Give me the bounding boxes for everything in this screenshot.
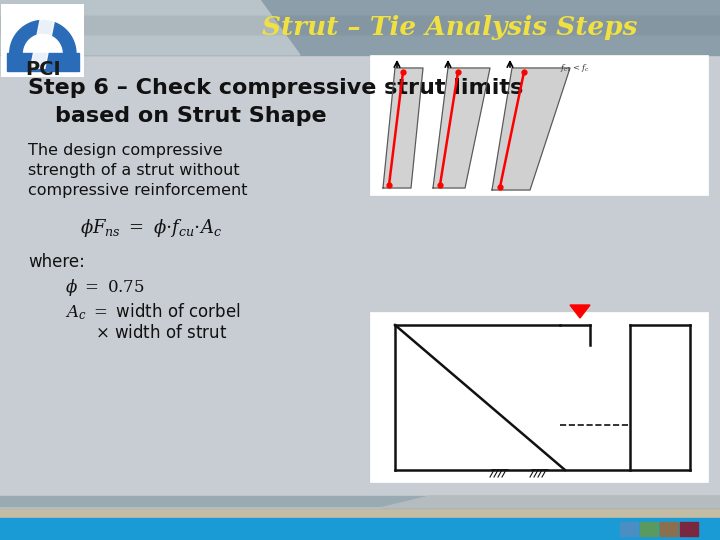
Bar (620, 522, 638, 536)
Bar (0, 24, 720, 25)
Polygon shape (0, 496, 720, 508)
Bar (660, 522, 678, 536)
Bar (6, 53, 79, 71)
Bar (0, 21, 720, 22)
Bar (0, 34, 720, 35)
Text: $\phi F_{ns}\ =\ \phi{\cdot}f_{cu}{\cdot}A_c$: $\phi F_{ns}\ =\ \phi{\cdot}f_{cu}{\cdot… (80, 217, 222, 239)
Bar (370, 312, 708, 482)
Bar (0, 26, 720, 27)
Bar (0, 22, 720, 23)
Bar (0, 508, 720, 518)
Bar (680, 522, 698, 536)
Polygon shape (30, 16, 55, 69)
Bar (0, 28, 720, 29)
Text: $\phi\ =\ 0.75$: $\phi\ =\ 0.75$ (65, 276, 145, 298)
Bar (0, 0, 720, 55)
Polygon shape (492, 68, 570, 190)
Text: based on Strut Shape: based on Strut Shape (55, 106, 327, 126)
Text: The design compressive: The design compressive (28, 143, 222, 158)
Polygon shape (433, 68, 490, 188)
Bar (370, 55, 708, 195)
Bar (0, 17, 720, 18)
Bar (0, 496, 720, 508)
Text: compressive reinforcement: compressive reinforcement (28, 183, 248, 198)
Bar (0, 30, 720, 31)
Bar (640, 522, 658, 536)
Text: strength of a strut without: strength of a strut without (28, 163, 240, 178)
Text: $f_{c1} < f_c$: $f_{c1} < f_c$ (560, 62, 589, 74)
Bar (0, 27, 720, 28)
Bar (0, 25, 720, 26)
Bar (0, 33, 720, 34)
Polygon shape (0, 0, 300, 55)
Bar (0, 29, 720, 30)
Bar (0, 31, 720, 32)
Bar (0, 19, 720, 20)
Bar (0, 16, 720, 17)
Bar (0, 518, 720, 540)
Text: where:: where: (28, 253, 85, 271)
Bar (0, 15, 720, 16)
Polygon shape (383, 68, 423, 188)
Text: Strut – Tie Analysis Steps: Strut – Tie Analysis Steps (262, 15, 638, 39)
Text: $A_c\ =\ $width of corbel: $A_c\ =\ $width of corbel (65, 302, 240, 322)
Polygon shape (10, 21, 76, 54)
Text: $\times\ $width of strut: $\times\ $width of strut (95, 324, 228, 342)
Bar (0, 32, 720, 33)
Polygon shape (570, 305, 590, 318)
Text: PCI: PCI (25, 60, 60, 79)
Bar (0, 23, 720, 24)
Bar (0, 18, 720, 19)
Bar (0, 20, 720, 21)
Text: Step 6 – Check compressive strut limits: Step 6 – Check compressive strut limits (28, 78, 523, 98)
